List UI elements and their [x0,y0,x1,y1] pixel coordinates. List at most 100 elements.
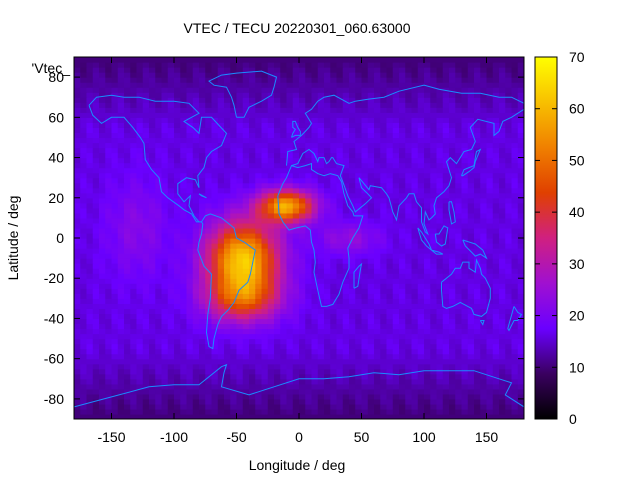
heatmap-cell [86,343,94,350]
heatmap-cell [136,122,144,128]
heatmap-cell [461,298,469,304]
heatmap-cell [386,298,394,304]
heatmap-cell [161,137,169,144]
heatmap-cell [267,308,275,315]
heatmap-cell [430,313,438,320]
heatmap-cell [355,92,363,98]
heatmap-cell [492,177,500,184]
heatmap-cell [224,132,231,139]
heatmap-cell [86,227,94,234]
heatmap-cell [467,383,475,390]
heatmap-cell [161,298,169,304]
heatmap-cell [367,388,375,395]
heatmap-cell [517,137,524,144]
heatmap-cell [161,268,169,274]
heatmap-cell [486,227,494,234]
heatmap-cell [311,227,319,234]
heatmap-cell [99,243,106,249]
heatmap-cell [155,408,163,415]
heatmap-cell [374,388,381,395]
heatmap-cell [349,268,356,274]
heatmap-cell [230,323,238,330]
heatmap-cell [161,187,169,194]
heatmap-cell [374,238,381,244]
heatmap-cell [286,162,294,169]
heatmap-cell [92,358,100,365]
heatmap-cell [255,343,263,350]
heatmap-cell [136,318,144,325]
heatmap-cell [505,353,513,360]
heatmap-cell [355,313,363,320]
heatmap-cell [199,162,206,169]
heatmap-cell [374,97,381,103]
heatmap-cell [399,328,406,335]
heatmap-cell [124,338,131,345]
heatmap-cell [99,313,106,320]
heatmap-cell [474,363,481,370]
heatmap-cell [511,217,519,224]
heatmap-cell [274,137,281,144]
heatmap-cell [130,227,138,234]
heatmap-cell [211,162,219,169]
heatmap-cell [355,87,363,93]
heatmap-cell [342,167,350,174]
heatmap-cell [305,353,313,360]
heatmap-cell [405,408,413,415]
heatmap-cell [186,293,194,299]
heatmap-cell [299,278,306,284]
heatmap-cell [255,318,263,325]
heatmap-cell [155,82,163,88]
heatmap-cell [405,243,413,249]
heatmap-cell [180,222,188,229]
heatmap-cell [74,182,81,189]
heatmap-cell [80,182,88,189]
heatmap-cell [330,147,338,154]
heatmap-cell [474,308,481,315]
heatmap-cell [99,343,106,350]
heatmap-cell [374,72,381,78]
heatmap-cell [111,398,119,405]
heatmap-cell [380,308,388,315]
heatmap-cell [74,408,81,415]
heatmap-cell [399,243,406,249]
heatmap-cell [424,112,431,118]
heatmap-cell [317,107,325,113]
heatmap-cell [255,177,263,184]
heatmap-cell [155,207,163,214]
heatmap-cell [117,122,125,128]
heatmap-cell [149,77,156,83]
heatmap-cell [86,268,94,274]
heatmap-cell [330,117,338,123]
heatmap-cell [224,102,231,108]
heatmap-cell [442,167,450,174]
heatmap-cell [461,187,469,194]
heatmap-cell [117,117,125,123]
heatmap-cell [311,278,319,284]
heatmap-cell [411,298,419,304]
heatmap-cell [130,378,138,385]
heatmap-cell [430,97,438,103]
heatmap-cell [380,172,388,179]
heatmap-cell [355,298,363,304]
heatmap-cell [392,102,400,108]
heatmap-cell [261,298,269,304]
heatmap-cell [467,328,475,335]
heatmap-cell [449,288,456,294]
heatmap-cell [511,298,519,304]
heatmap-cell [255,378,263,385]
heatmap-cell [330,232,338,239]
heatmap-cell [461,408,469,415]
heatmap-cell [386,283,394,289]
heatmap-cell [205,147,213,154]
heatmap-cell [111,318,119,325]
heatmap-cell [505,97,513,103]
heatmap-cell [311,268,319,274]
heatmap-cell [292,263,300,269]
heatmap-cell [336,393,344,400]
heatmap-cell [499,293,506,299]
heatmap-cell [442,358,450,365]
heatmap-cell [324,92,331,98]
heatmap-cell [317,172,325,179]
heatmap-cell [149,137,156,144]
heatmap-cell [324,353,331,360]
